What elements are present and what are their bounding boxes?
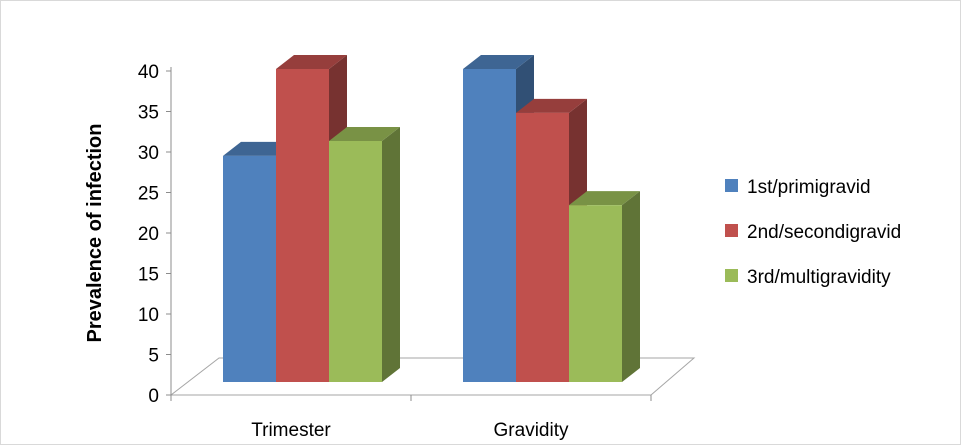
bar-top-face	[276, 55, 347, 69]
legend: 1st/primigravid 2nd/secondigravid 3rd/mult…	[725, 177, 901, 288]
legend-label: 3rd/multigravidity	[747, 267, 891, 288]
y-tick-label: 10	[138, 305, 159, 326]
y-tick-label: 20	[138, 224, 159, 245]
bar-top-face	[516, 98, 587, 113]
legend-item: 1st/primigravid	[725, 177, 871, 198]
y-tick-label: 35	[138, 103, 159, 124]
y-tick-label: 0	[148, 386, 159, 407]
bar-front-face	[463, 69, 516, 382]
bar-front-face	[516, 112, 569, 382]
x-tick-label: Trimester	[251, 420, 331, 441]
category-axis: Trimester Gravidity	[170, 395, 652, 441]
y-tick-label: 30	[138, 143, 159, 164]
bar-front-face	[329, 140, 382, 382]
bar-top-face	[569, 191, 640, 206]
bar-front-face	[223, 155, 276, 382]
bar-gravidity-3	[569, 191, 640, 382]
bar-trimester-3	[329, 126, 400, 383]
legend-label: 1st/primigravid	[747, 177, 871, 198]
bar-group-trimester	[223, 55, 400, 383]
legend-swatch	[725, 224, 738, 237]
y-tick-label: 40	[138, 62, 159, 83]
value-axis: 0 5 10 15 20 25 30 35 40	[138, 62, 172, 407]
bar-top-face	[463, 55, 534, 69]
bar-side-face	[622, 191, 640, 382]
chart-floor	[169, 357, 696, 396]
floor-outline	[169, 357, 696, 396]
bar-top-face	[329, 126, 400, 141]
legend-swatch	[725, 179, 738, 192]
bar-front-face	[276, 69, 329, 382]
y-axis-title: Prevalence of infection	[84, 124, 106, 343]
legend-swatch	[725, 269, 738, 282]
legend-item: 3rd/multigravidity	[725, 267, 891, 288]
bar-front-face	[569, 205, 622, 382]
legend-item: 2nd/secondigravid	[725, 222, 901, 243]
legend-label: 2nd/secondigravid	[747, 222, 901, 243]
y-ticks: 0 5 10 15 20 25 30 35 40	[138, 62, 171, 407]
x-tick-label: Gravidity	[494, 420, 569, 441]
bar-group-gravidity	[463, 55, 640, 382]
y-tick-label: 5	[148, 346, 159, 367]
bar-side-face	[382, 126, 400, 383]
bars	[223, 55, 640, 383]
y-tick-label: 15	[138, 265, 159, 286]
y-tick-label: 25	[138, 184, 159, 205]
